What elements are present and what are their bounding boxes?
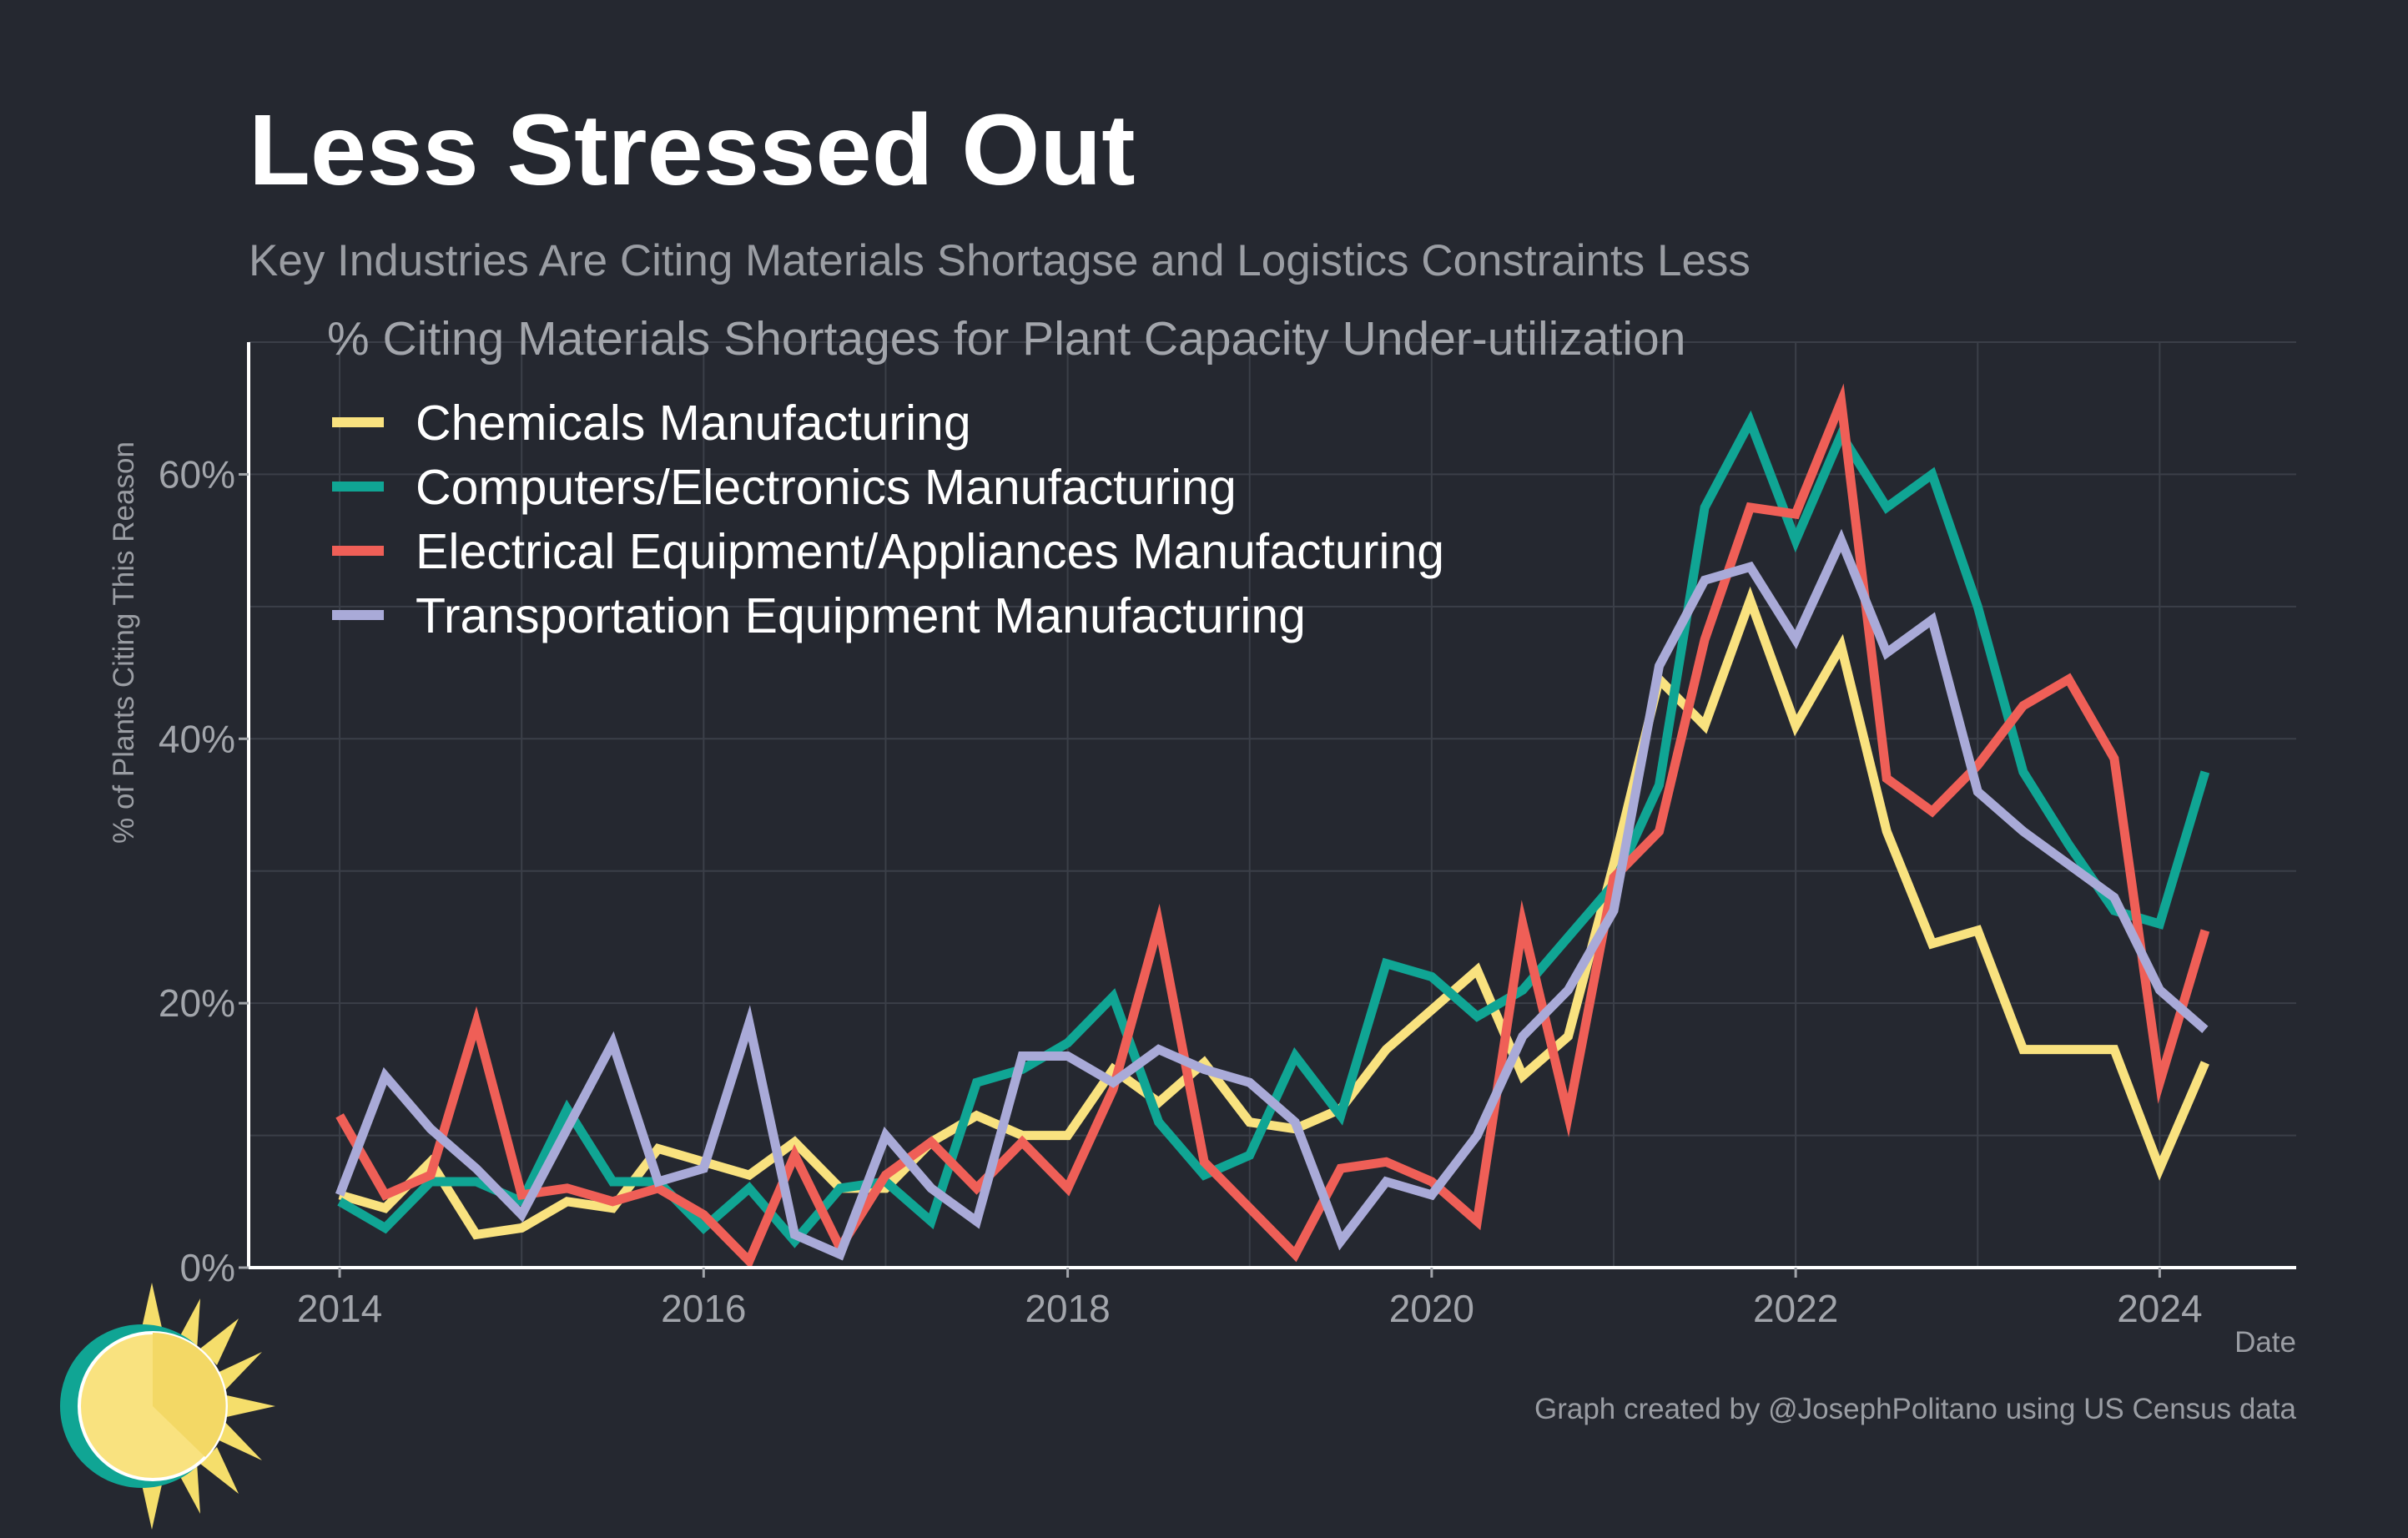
axes — [247, 342, 2296, 1269]
x-tick-label: 2016 — [661, 1287, 746, 1330]
x-axis-ticks: 2014 2016 2018 2020 2022 2024 — [297, 1268, 2203, 1330]
panel-title: % Citing Materials Shortages for Plant C… — [327, 312, 1685, 366]
y-tick-label: 20% — [159, 981, 235, 1025]
legend-label: Transportation Equipment Manufacturing — [416, 588, 1306, 643]
series-lines — [335, 383, 2210, 1269]
x-tick-label: 2024 — [2117, 1287, 2202, 1330]
y-tick-label: 60% — [159, 452, 235, 496]
legend: Chemicals Manufacturing Computers/Electro… — [332, 396, 1444, 643]
x-tick-label: 2014 — [297, 1287, 382, 1330]
y-tick-label: 40% — [159, 717, 235, 760]
x-tick-label: 2018 — [1025, 1287, 1110, 1330]
sun-logo-icon — [60, 1283, 275, 1530]
legend-label: Chemicals Manufacturing — [416, 396, 971, 451]
x-axis-label: Date — [2234, 1326, 2296, 1359]
y-axis-label: % of Plants Citing This Reason — [108, 441, 140, 844]
x-tick-label: 2022 — [1753, 1287, 1838, 1330]
y-axis-ticks: 0% 20% 40% 60% — [159, 452, 249, 1289]
series-line-4 — [335, 528, 2209, 1261]
series-line-3 — [335, 383, 2210, 1269]
caption: Graph created by @JosephPolitano using U… — [1534, 1393, 2297, 1425]
legend-label: Electrical Equipment/Appliances Manufact… — [416, 524, 1444, 579]
y-tick-label: 0% — [180, 1246, 235, 1289]
series-line-1 — [338, 586, 2209, 1240]
chart-title: Less Stressed Out — [249, 93, 1136, 206]
legend-label: Computers/Electronics Manufacturing — [416, 460, 1237, 515]
chart-subtitle: Key Industries Are Citing Materials Shor… — [249, 236, 1751, 285]
x-tick-label: 2020 — [1389, 1287, 1474, 1330]
